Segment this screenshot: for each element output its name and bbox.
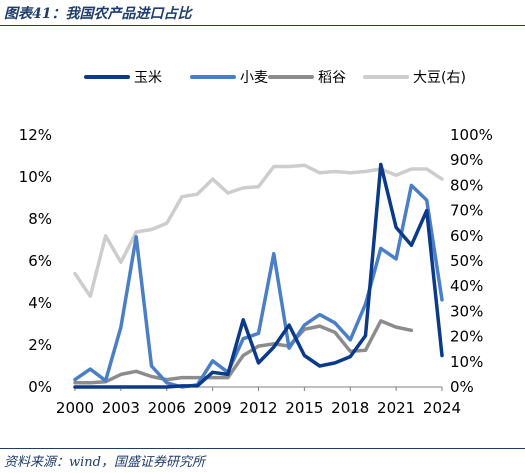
chart-axes: 0% 2% 4% 6% 8% 10% 12% 0% 10% 20% 30% 40% 50% 60% 70% 8… — [19, 126, 493, 417]
y-right-tick-label: 20% — [450, 328, 483, 346]
source-rule — [0, 448, 525, 449]
x-tick-label: 2000 — [56, 399, 94, 417]
x-tick-label: 2018 — [331, 399, 369, 417]
legend-label-wheat: 小麦 — [240, 70, 268, 86]
y-right-tick-label: 100% — [450, 126, 493, 144]
x-tick-label: 2021 — [377, 399, 415, 417]
chart-series — [73, 162, 444, 389]
y-left-tick-label: 12% — [19, 126, 52, 144]
y-right-tick-label: 0% — [450, 378, 474, 396]
legend-label-soy: 大豆(右) — [413, 70, 466, 86]
y-right-tick-label: 50% — [450, 252, 483, 270]
y-right-tick-label: 40% — [450, 277, 483, 295]
x-tick-label: 2012 — [239, 399, 277, 417]
y-right-tick-label: 70% — [450, 202, 483, 220]
source-note: 资料来源：wind，国盛证券研究所 — [4, 455, 205, 470]
series-line-rice — [73, 319, 414, 385]
x-tick-label: 2024 — [423, 399, 461, 417]
y-left-tick-label: 0% — [28, 378, 52, 396]
y-right-tick-label: 10% — [450, 353, 483, 371]
legend-label-rice: 稻谷 — [318, 70, 346, 86]
x-tick-label: 2006 — [148, 399, 186, 417]
y-right-tick-label: 30% — [450, 302, 483, 320]
legend-label-corn: 玉米 — [134, 70, 162, 86]
y-right-tick-label: 60% — [450, 227, 483, 245]
y-left-tick-label: 4% — [28, 294, 52, 312]
chart-legend: 玉米 小麦 稻谷 大豆(右) — [84, 70, 466, 86]
title-rule — [0, 25, 525, 26]
y-left-tick-label: 2% — [28, 336, 52, 354]
y-right-tick-label: 80% — [450, 176, 483, 194]
x-tick-label: 2009 — [194, 399, 232, 417]
series-line-wheat — [73, 183, 444, 389]
y-left-tick-label: 10% — [19, 168, 52, 186]
y-left-tick-label: 6% — [28, 252, 52, 270]
series-line-corn — [73, 162, 444, 389]
y-right-tick-label: 90% — [450, 151, 483, 169]
x-tick-label: 2003 — [102, 399, 140, 417]
y-left-tick-label: 8% — [28, 210, 52, 228]
x-tick-label: 2015 — [285, 399, 323, 417]
figure-title: 图表41：我国农产品进口占比 — [4, 6, 192, 22]
